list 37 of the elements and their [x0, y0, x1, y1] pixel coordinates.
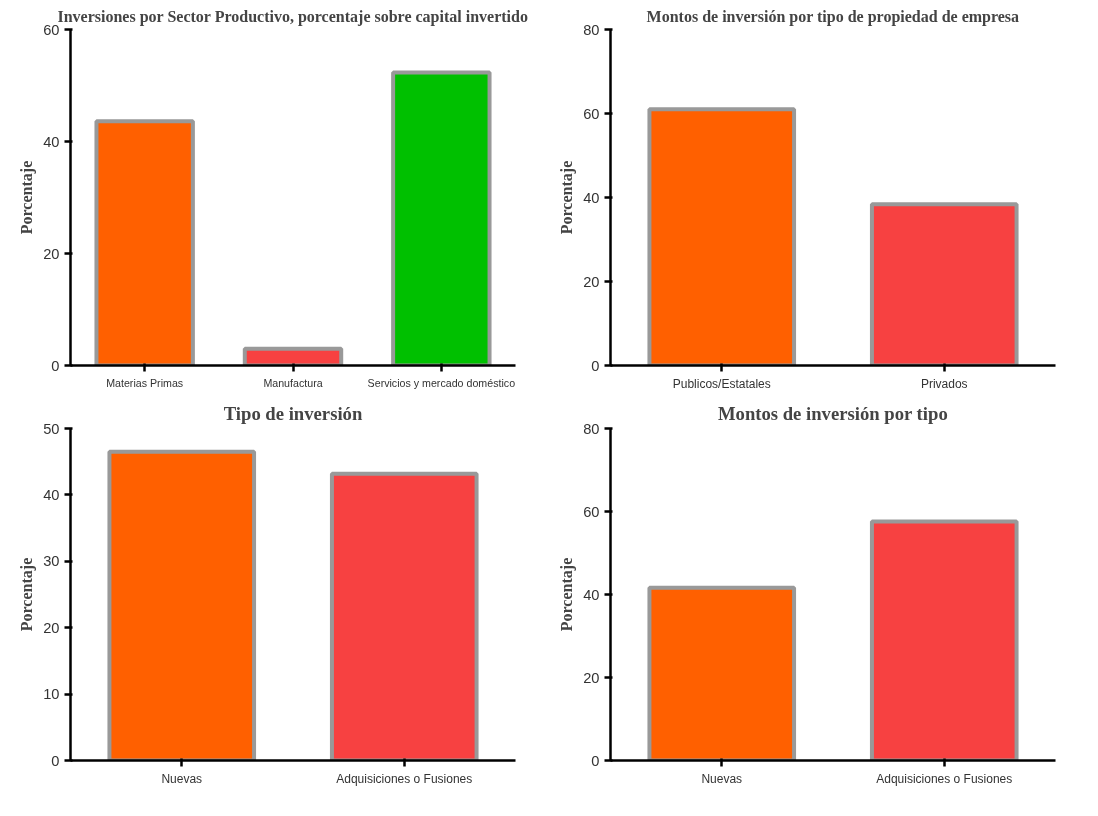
x-tick-label: Manufactura [263, 376, 323, 389]
y-tick-label: 60 [583, 105, 600, 122]
y-tick-label: 20 [43, 619, 60, 636]
y-tick-label: 60 [583, 503, 600, 520]
y-tick-label: 20 [583, 273, 600, 290]
y-tick-label: 20 [583, 669, 600, 686]
x-tick-label: Nuevas [701, 771, 743, 786]
x-tick-label: Adquisiciones o Fusiones [336, 771, 473, 786]
y-tick-label: 30 [43, 553, 60, 570]
y-tick-label: 40 [583, 189, 600, 206]
y-axis-title: Porcentaje [18, 160, 37, 235]
x-tick-label: Servicios y mercado doméstico [367, 376, 516, 389]
y-tick-label: 0 [591, 752, 600, 769]
y-tick-label: 40 [43, 486, 60, 503]
chart-title: Inversiones por Sector Productivo, porcentaje sobre capital invertido [57, 7, 528, 26]
chart-title: Tipo de inversión [223, 402, 363, 424]
y-tick-label: 60 [43, 21, 60, 38]
x-tick-label: Publicos/Estatales [672, 376, 771, 391]
y-tick-label: 0 [51, 357, 60, 374]
y-tick-label: 80 [583, 420, 600, 437]
x-tick-label: Materias Primas [106, 376, 184, 389]
y-axis-title: Porcentaje [18, 557, 37, 632]
x-tick-label: Adquisiciones o Fusiones [876, 771, 1013, 786]
y-tick-label: 40 [583, 586, 600, 603]
y-tick-label: 0 [51, 752, 60, 769]
y-tick-label: 40 [43, 133, 60, 150]
y-tick-label: 80 [583, 21, 600, 38]
x-tick-label: Privados [920, 376, 968, 391]
chart-title: Montos de inversión por tipo [717, 402, 948, 424]
y-tick-label: 10 [43, 686, 60, 703]
chart-title: Montos de inversión por tipo de propiedad de empresa [646, 7, 1020, 26]
y-tick-label: 20 [43, 245, 60, 262]
y-tick-label: 0 [591, 357, 600, 374]
y-axis-title: Porcentaje [558, 557, 577, 632]
y-tick-label: 50 [43, 420, 60, 437]
x-tick-label: Nuevas [161, 771, 203, 786]
y-axis-title: Porcentaje [558, 160, 577, 235]
